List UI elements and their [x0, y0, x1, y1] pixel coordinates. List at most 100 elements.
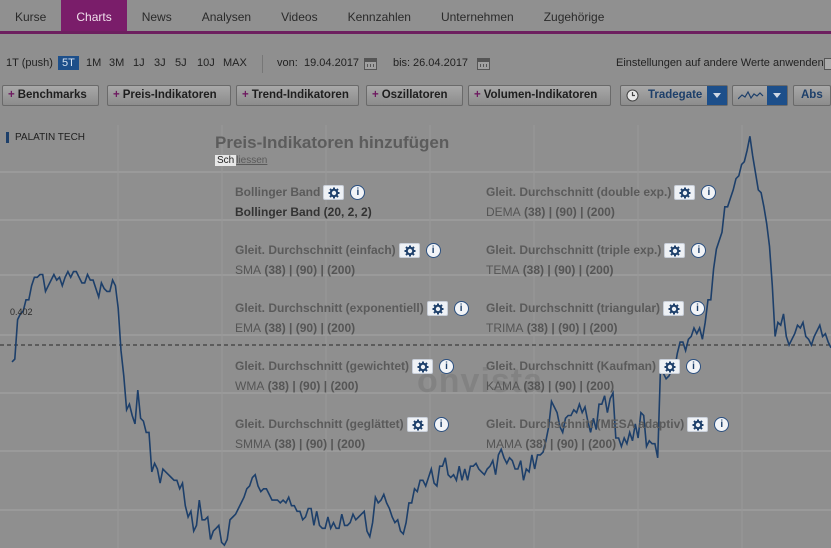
- info-icon[interactable]: i: [714, 417, 730, 433]
- info-icon[interactable]: i: [350, 185, 366, 201]
- gear-icon[interactable]: [398, 243, 420, 259]
- indicator-param[interactable]: (38): [264, 321, 286, 336]
- volume-indicators-button[interactable]: + Volumen-Indikatoren: [468, 85, 611, 106]
- range-1m[interactable]: 1M: [86, 57, 102, 69]
- close-link[interactable]: Sch liessen: [215, 155, 267, 166]
- gear-icon[interactable]: [663, 301, 685, 317]
- indicator-param[interactable]: TEMA: [486, 263, 520, 278]
- indicator-param[interactable]: (90): [555, 205, 577, 220]
- indicator-param[interactable]: |: [320, 263, 324, 278]
- indicator-param[interactable]: KAMA: [486, 379, 521, 394]
- indicator-param[interactable]: DEMA: [486, 205, 521, 220]
- indicator-param[interactable]: (200): [589, 321, 618, 336]
- indicator-param[interactable]: (200): [586, 379, 615, 394]
- range-5t[interactable]: 5T: [58, 56, 79, 70]
- indicator-param[interactable]: |: [320, 321, 324, 336]
- gear-icon[interactable]: [659, 359, 681, 375]
- scale-select[interactable]: Abs: [793, 85, 831, 106]
- gear-icon[interactable]: [687, 417, 709, 433]
- indicator-param[interactable]: (38): [522, 263, 545, 278]
- trend-indicators-button[interactable]: + Trend-Indikatoren: [236, 85, 359, 106]
- indicator-param[interactable]: (200): [586, 205, 615, 220]
- price-chart[interactable]: [0, 125, 831, 548]
- indicator-param[interactable]: |: [580, 205, 584, 220]
- indicator-param[interactable]: (90): [299, 379, 321, 394]
- indicator-param[interactable]: (38): [524, 205, 546, 220]
- indicator-param[interactable]: |: [299, 437, 303, 452]
- tab-videos[interactable]: Videos: [281, 10, 318, 24]
- apply-settings-checkbox[interactable]: [824, 58, 831, 70]
- indicator-name[interactable]: Gleit. Durchschnitt (gewichtet): [235, 359, 410, 373]
- from-date-input[interactable]: 19.04.2017: [304, 57, 360, 69]
- tab-charts[interactable]: Charts: [61, 0, 127, 31]
- indicator-param[interactable]: |: [550, 437, 554, 452]
- indicator-param[interactable]: WMA: [235, 379, 265, 394]
- tab-analysen[interactable]: Analysen: [201, 10, 252, 24]
- indicator-param[interactable]: (38): [526, 321, 549, 336]
- indicator-param[interactable]: (90): [556, 437, 579, 452]
- gear-icon[interactable]: [412, 359, 434, 375]
- calendar-icon[interactable]: [364, 58, 377, 70]
- range-1j[interactable]: 1J: [133, 57, 145, 69]
- indicator-param[interactable]: (38): [264, 263, 286, 278]
- indicator-name[interactable]: Gleit. Durchschnitt (Kaufman): [486, 359, 657, 373]
- range-max[interactable]: MAX: [223, 57, 247, 69]
- indicator-param[interactable]: |: [330, 437, 334, 452]
- exchange-select[interactable]: Tradegate: [620, 85, 728, 106]
- indicator-param[interactable]: |: [289, 321, 293, 336]
- calendar-icon[interactable]: [477, 58, 490, 70]
- indicator-param[interactable]: (200): [327, 263, 356, 278]
- tab-unternehmen[interactable]: Unternehmen: [440, 10, 514, 24]
- gear-icon[interactable]: [674, 185, 696, 201]
- range-3m[interactable]: 3M: [109, 57, 125, 69]
- info-icon[interactable]: i: [691, 243, 707, 259]
- oscillators-button[interactable]: + Oszillatoren: [366, 85, 463, 106]
- indicator-name[interactable]: Gleit. Durchschnitt (triple exp.): [486, 243, 662, 257]
- indicator-name[interactable]: Gleit. Durchschnitt (triangular): [486, 301, 661, 315]
- range-1t-push[interactable]: 1T (push): [6, 57, 53, 69]
- indicator-param[interactable]: (200): [330, 379, 359, 394]
- indicator-param[interactable]: |: [292, 379, 296, 394]
- indicator-param[interactable]: (90): [295, 263, 318, 278]
- range-10j[interactable]: 10J: [197, 57, 215, 69]
- indicator-param[interactable]: MAMA: [486, 437, 522, 452]
- indicator-param[interactable]: (38): [274, 437, 296, 452]
- info-icon[interactable]: i: [701, 185, 717, 201]
- indicator-param[interactable]: (38): [525, 437, 547, 452]
- benchmarks-button[interactable]: + Benchmarks: [2, 85, 99, 106]
- indicator-param[interactable]: Bollinger Band (20, 2, 2): [235, 205, 372, 220]
- range-5j[interactable]: 5J: [175, 57, 187, 69]
- indicator-param[interactable]: |: [548, 205, 553, 220]
- indicator-param[interactable]: |: [547, 263, 551, 278]
- gear-icon[interactable]: [426, 301, 448, 317]
- info-icon[interactable]: i: [425, 243, 441, 259]
- indicator-name[interactable]: Gleit. Durchschnitt (geglättet): [235, 417, 404, 431]
- info-icon[interactable]: i: [439, 359, 455, 375]
- indicator-param[interactable]: EMA: [235, 321, 262, 336]
- indicator-name[interactable]: Bollinger Band: [235, 185, 321, 199]
- info-icon[interactable]: i: [433, 417, 449, 433]
- indicator-param[interactable]: (200): [585, 263, 614, 278]
- indicator-param[interactable]: (200): [337, 437, 366, 452]
- info-icon[interactable]: i: [686, 359, 702, 375]
- indicator-param[interactable]: (90): [558, 321, 580, 336]
- range-3j[interactable]: 3J: [154, 57, 166, 69]
- indicator-param[interactable]: (90): [554, 263, 576, 278]
- gear-icon[interactable]: [664, 243, 686, 259]
- indicator-param[interactable]: (38): [523, 379, 545, 394]
- indicator-param[interactable]: (90): [305, 437, 328, 452]
- tab-news[interactable]: News: [141, 10, 172, 24]
- indicator-param[interactable]: (200): [588, 437, 617, 452]
- indicator-param[interactable]: |: [323, 379, 328, 394]
- info-icon[interactable]: i: [453, 301, 469, 317]
- indicator-param[interactable]: (90): [554, 379, 577, 394]
- indicator-param[interactable]: (90): [295, 321, 318, 336]
- chart-type-select[interactable]: [732, 85, 788, 106]
- gear-icon[interactable]: [406, 417, 428, 433]
- indicator-param[interactable]: (200): [327, 321, 356, 336]
- tab-kurse[interactable]: Kurse: [15, 10, 47, 24]
- to-date-input[interactable]: 26.04.2017: [413, 57, 469, 69]
- indicator-param[interactable]: (38): [267, 379, 290, 394]
- indicator-param[interactable]: |: [548, 379, 552, 394]
- indicator-param[interactable]: |: [578, 263, 583, 278]
